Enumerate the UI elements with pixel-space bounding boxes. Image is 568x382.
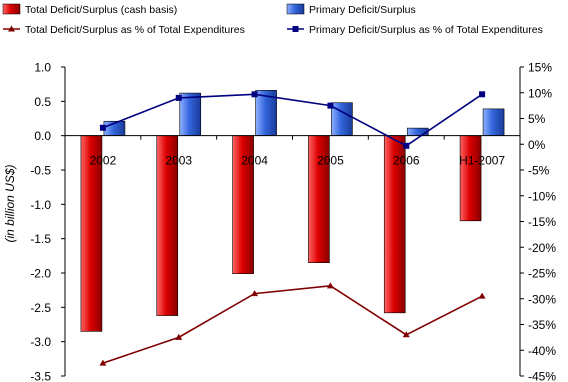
primary-pct-point bbox=[251, 91, 258, 98]
legend-marker-triangle-icon bbox=[8, 25, 15, 32]
y2-tick-label: -40% bbox=[528, 344, 556, 358]
x-tick-label: 2006 bbox=[393, 154, 420, 168]
total-pct-point bbox=[99, 359, 107, 366]
x-tick-label: 2004 bbox=[241, 154, 268, 168]
total-deficit-bar bbox=[459, 135, 482, 222]
y2-tick-label: 5% bbox=[528, 112, 546, 126]
x-tick-label: 2003 bbox=[165, 154, 192, 168]
y2-tick-label: -10% bbox=[528, 189, 556, 203]
total-pct-point bbox=[175, 333, 183, 340]
lines bbox=[99, 91, 486, 366]
y-tick-label: 0.0 bbox=[34, 129, 51, 143]
total-pct-point bbox=[478, 292, 486, 299]
labels: 1.0 0.5 0.0 -0.5 -1.0 -1.5 -2.0 -2.5 -3.0 -3.5 15%… bbox=[3, 61, 556, 382]
primary-deficit-bar bbox=[179, 92, 202, 136]
primary-pct-point bbox=[175, 94, 182, 101]
legend-label: Primary Deficit/Surplus bbox=[309, 4, 416, 16]
primary-deficit-bar bbox=[406, 127, 429, 136]
primary-pct-point bbox=[479, 91, 486, 98]
legend: Total Deficit/Surplus (cash basis) Primar… bbox=[2, 3, 543, 36]
y2-tick-label: -35% bbox=[528, 318, 556, 332]
primary-pct-point bbox=[99, 124, 106, 131]
primary-deficit-bar bbox=[482, 108, 505, 136]
y2-tick-label: -45% bbox=[528, 370, 556, 382]
y-tick-label: -2.0 bbox=[30, 267, 51, 281]
x-tick-label: 2002 bbox=[90, 154, 117, 168]
legend-label: Primary Deficit/Surplus as % of Total Ex… bbox=[309, 24, 543, 36]
legend-marker-square-icon bbox=[292, 26, 299, 32]
y2-tick-label: -5% bbox=[528, 164, 550, 178]
total-pct-line bbox=[102, 285, 483, 364]
y-axis-title: (in billion US$) bbox=[3, 164, 17, 242]
legend-label: Total Deficit/Surplus (cash basis) bbox=[25, 4, 177, 16]
y2-tick-label: 15% bbox=[528, 61, 552, 75]
y-tick-label: -1.5 bbox=[30, 232, 51, 246]
y2-tick-label: -20% bbox=[528, 241, 556, 255]
y2-tick-label: 10% bbox=[528, 86, 552, 100]
primary-pct-line bbox=[102, 93, 483, 147]
x-tick-label: H1-2007 bbox=[459, 154, 505, 168]
total-pct-point bbox=[251, 290, 259, 297]
y-tick-label: -1.0 bbox=[30, 198, 51, 212]
y-tick-label: 0.5 bbox=[34, 95, 51, 109]
total-pct-point bbox=[402, 331, 410, 338]
total-pct-point bbox=[326, 282, 334, 289]
legend-label: Total Deficit/Surplus as % of Total Expe… bbox=[25, 24, 245, 36]
y-tick-label: -3.0 bbox=[30, 335, 51, 349]
bars bbox=[80, 90, 505, 332]
legend-swatch-total-bar bbox=[2, 3, 21, 15]
legend-swatch-primary-bar bbox=[286, 3, 305, 15]
x-tick-label: 2005 bbox=[317, 154, 344, 168]
y-tick-label: -3.5 bbox=[30, 370, 51, 382]
y2-tick-label: -25% bbox=[528, 267, 556, 281]
primary-pct-point bbox=[403, 142, 410, 149]
axes bbox=[61, 66, 524, 377]
y-tick-label: 1.0 bbox=[34, 61, 51, 75]
y2-tick-label: -30% bbox=[528, 292, 556, 306]
y2-tick-label: -15% bbox=[528, 215, 556, 229]
primary-pct-point bbox=[327, 102, 334, 109]
y2-tick-label: 0% bbox=[528, 138, 546, 152]
y-tick-label: -0.5 bbox=[30, 164, 51, 178]
y-tick-label: -2.5 bbox=[30, 301, 51, 315]
